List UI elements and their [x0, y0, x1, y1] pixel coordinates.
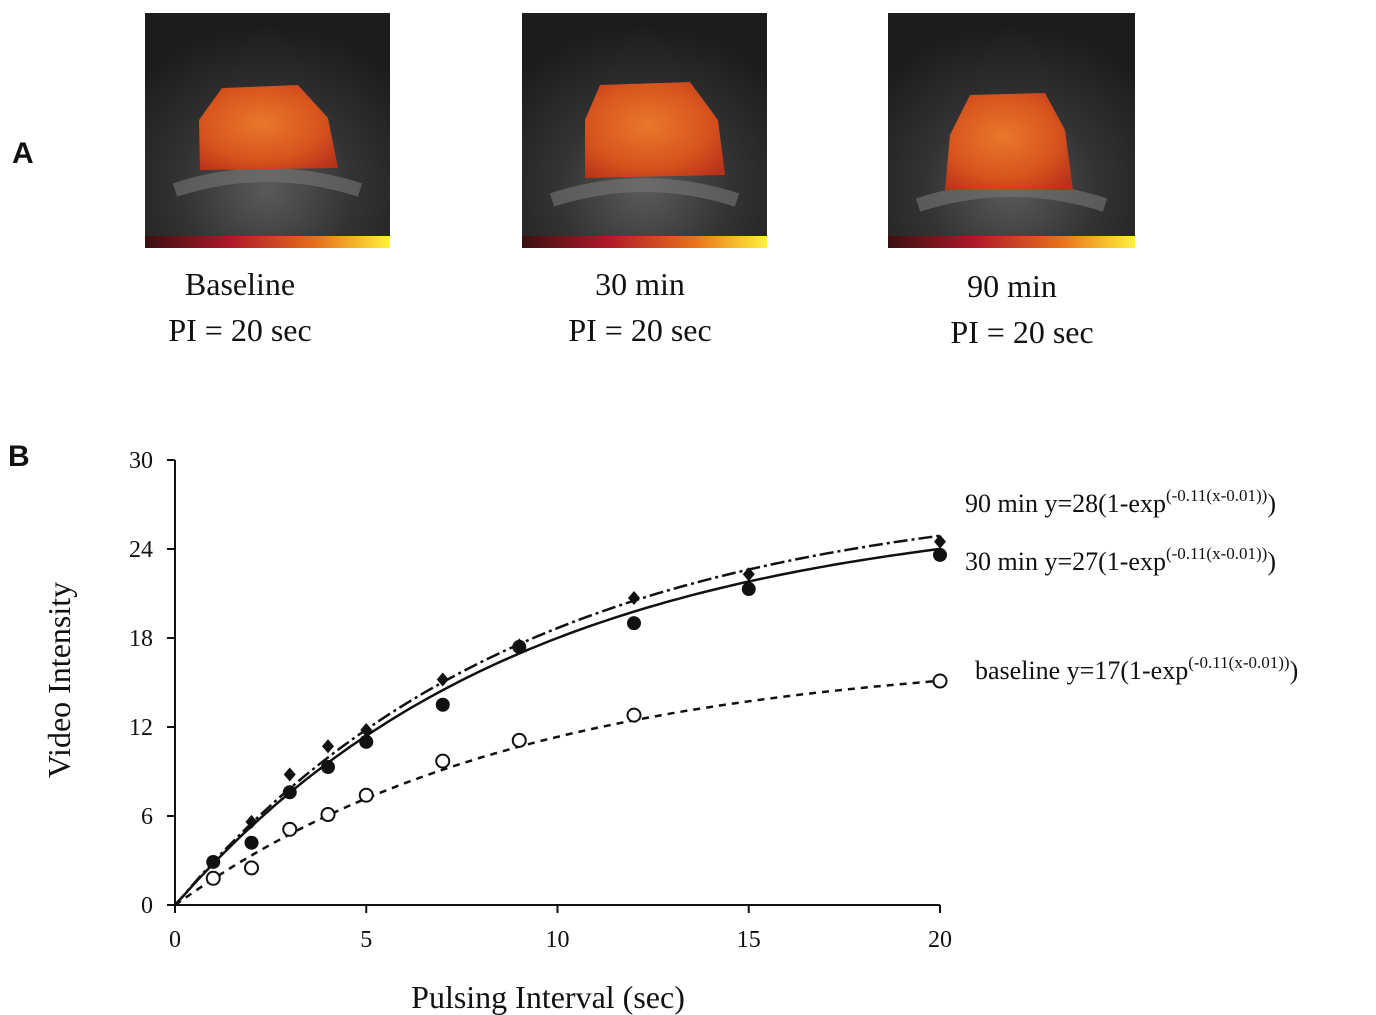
- fit-label-part: (-0.11(x-0.01)): [1166, 544, 1267, 563]
- fit-label-part: ): [1267, 489, 1276, 518]
- x-tick-label: 10: [546, 927, 570, 953]
- y-tick-label: 30: [129, 448, 153, 474]
- point: [512, 640, 526, 654]
- point: [321, 760, 335, 774]
- fit-curve: [175, 549, 940, 905]
- point: [207, 872, 220, 885]
- point: [627, 616, 641, 630]
- x-tick-label: 20: [928, 927, 952, 953]
- point: [628, 709, 641, 722]
- caption: 30 min: [595, 266, 685, 302]
- image: [145, 13, 390, 248]
- fit-label-part: 90 min y=28(1-exp: [965, 489, 1166, 518]
- image: [522, 13, 767, 248]
- point: [284, 767, 296, 781]
- x-axis-label: Pulsing Interval (sec): [411, 979, 685, 1015]
- fit-label: baseline y=17(1-exp(-0.11(x-0.01))): [975, 653, 1298, 685]
- x-tick-label: 5: [360, 927, 372, 953]
- fit-label: 30 min y=27(1-exp(-0.11(x-0.01))): [965, 544, 1276, 576]
- y-tick-label: 0: [141, 893, 153, 919]
- fit-label-part: ): [1290, 656, 1299, 685]
- point: [933, 548, 947, 562]
- point: [245, 861, 258, 874]
- point: [934, 675, 947, 688]
- y-tick-label: 12: [129, 715, 153, 741]
- fit-label-part: 30 min y=27(1-exp: [965, 547, 1166, 576]
- caption: PI = 20 sec: [568, 312, 711, 348]
- point: [436, 698, 450, 712]
- y-tick-label: 24: [129, 537, 153, 563]
- point: [359, 735, 373, 749]
- fit-label: 90 min y=28(1-exp(-0.11(x-0.01))): [965, 486, 1276, 518]
- point: [436, 755, 449, 768]
- panel-label: B: [8, 440, 30, 473]
- fit-curve: [175, 536, 940, 905]
- point: [360, 789, 373, 802]
- fit-label-part: (-0.11(x-0.01)): [1166, 486, 1267, 505]
- caption: PI = 20 sec: [168, 312, 311, 348]
- point: [245, 836, 259, 850]
- x-tick-label: 15: [737, 927, 761, 953]
- point: [934, 535, 946, 549]
- caption: 90 min: [967, 268, 1057, 304]
- point: [283, 823, 296, 836]
- y-tick-label: 18: [129, 626, 153, 652]
- y-tick-label: 6: [141, 804, 153, 830]
- point: [322, 739, 334, 753]
- point: [322, 808, 335, 821]
- caption: Baseline: [185, 266, 295, 302]
- panel-label: A: [12, 137, 34, 170]
- point: [283, 785, 297, 799]
- y-axis-label: Video Intensity: [41, 582, 77, 778]
- point: [742, 582, 756, 596]
- x-tick-label: 0: [169, 927, 181, 953]
- fit-label-part: baseline y=17(1-exp: [975, 656, 1188, 685]
- caption: PI = 20 sec: [950, 314, 1093, 350]
- point: [513, 734, 526, 747]
- fit-label-part: (-0.11(x-0.01)): [1188, 653, 1289, 672]
- figure: A Baseline PI = 20 sec 30 min PI = 20 se…: [0, 0, 1376, 1015]
- point: [206, 855, 220, 869]
- image: [888, 13, 1135, 248]
- fit-label-part: ): [1267, 547, 1276, 576]
